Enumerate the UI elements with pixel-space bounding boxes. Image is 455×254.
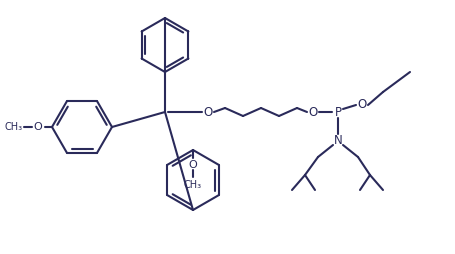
Text: O: O xyxy=(308,105,318,119)
Text: O: O xyxy=(34,122,42,132)
Text: O: O xyxy=(203,105,212,119)
Text: CH₃: CH₃ xyxy=(184,180,202,190)
Text: P: P xyxy=(334,105,342,119)
Text: CH₃: CH₃ xyxy=(5,122,23,132)
Text: N: N xyxy=(334,134,342,147)
Text: O: O xyxy=(189,160,197,170)
Text: O: O xyxy=(357,99,367,112)
